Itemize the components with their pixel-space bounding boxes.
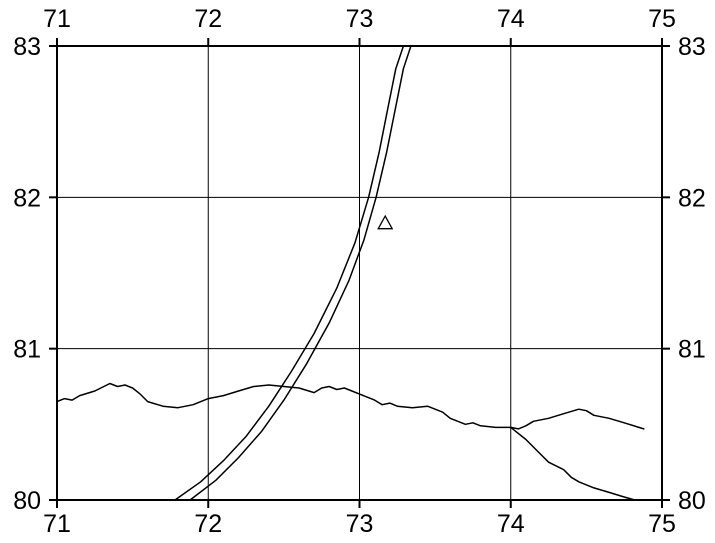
map-markers bbox=[377, 214, 394, 230]
tick-label-left-83: 83 bbox=[13, 33, 41, 61]
tick-label-bottom-75: 75 bbox=[648, 510, 676, 538]
tick-label-top-73: 73 bbox=[346, 5, 374, 33]
coastline-contour bbox=[56, 382, 645, 430]
tick-label-left-81: 81 bbox=[13, 336, 41, 364]
tick-label-right-80: 80 bbox=[678, 487, 706, 515]
tick-label-right-82: 82 bbox=[678, 184, 706, 212]
tick-label-bottom-73: 73 bbox=[346, 510, 374, 538]
tick-label-top-71: 71 bbox=[43, 5, 71, 33]
tick-label-bottom-71: 71 bbox=[43, 510, 71, 538]
tick-label-right-83: 83 bbox=[678, 33, 706, 61]
graticule-grid bbox=[57, 46, 662, 500]
track-line-right bbox=[189, 45, 412, 501]
tick-label-left-80: 80 bbox=[13, 487, 41, 515]
coastline-branch bbox=[510, 426, 636, 501]
map-features bbox=[56, 45, 645, 501]
tick-label-top-72: 72 bbox=[194, 5, 222, 33]
tick-label-left-82: 82 bbox=[13, 184, 41, 212]
frame-ticks bbox=[49, 38, 670, 508]
tick-label-bottom-72: 72 bbox=[194, 510, 222, 538]
station-triangle bbox=[377, 214, 394, 230]
track-line-left bbox=[174, 45, 405, 501]
tick-label-top-74: 74 bbox=[497, 5, 525, 33]
tick-label-top-75: 75 bbox=[648, 5, 676, 33]
tick-label-bottom-74: 74 bbox=[497, 510, 525, 538]
tick-label-right-81: 81 bbox=[678, 336, 706, 364]
